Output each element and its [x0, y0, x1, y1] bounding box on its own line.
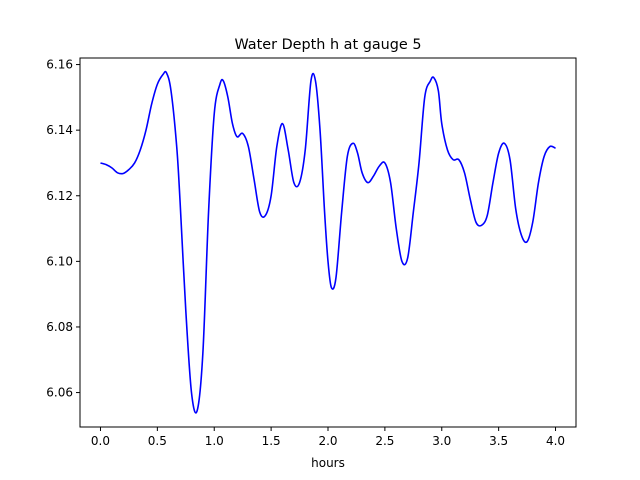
x-tick-label: 0.5 [148, 434, 167, 448]
series-line-water-depth [100, 70, 556, 414]
x-tick-label: 2.0 [318, 434, 337, 448]
chart-title: Water Depth h at gauge 5 [234, 37, 421, 53]
y-tick-label: 6.14 [46, 123, 73, 137]
y-tick-label: 6.12 [46, 189, 73, 203]
x-tick-label: 1.5 [262, 434, 281, 448]
y-tick-label: 6.08 [46, 320, 73, 334]
x-tick-label: 2.5 [375, 434, 394, 448]
x-tick-label: 3.5 [489, 434, 508, 448]
plot-frame [79, 57, 577, 428]
x-tick-label: 4.0 [546, 434, 565, 448]
x-tick-label: 3.0 [432, 434, 451, 448]
x-tick-label: 0.0 [91, 434, 110, 448]
x-tick-label: 1.0 [205, 434, 224, 448]
plot-area [80, 58, 576, 427]
x-axis-ticks: 0.0 0.5 1.0 1.5 2.0 2.5 3.0 3.5 4.0 [91, 427, 565, 448]
y-tick-label: 6.16 [46, 58, 73, 72]
y-axis-ticks: 6.06 6.08 6.10 6.12 6.14 6.16 [46, 58, 80, 400]
y-tick-label: 6.10 [46, 254, 73, 268]
x-axis-title: hours [311, 456, 345, 470]
y-tick-label: 6.06 [46, 386, 73, 400]
